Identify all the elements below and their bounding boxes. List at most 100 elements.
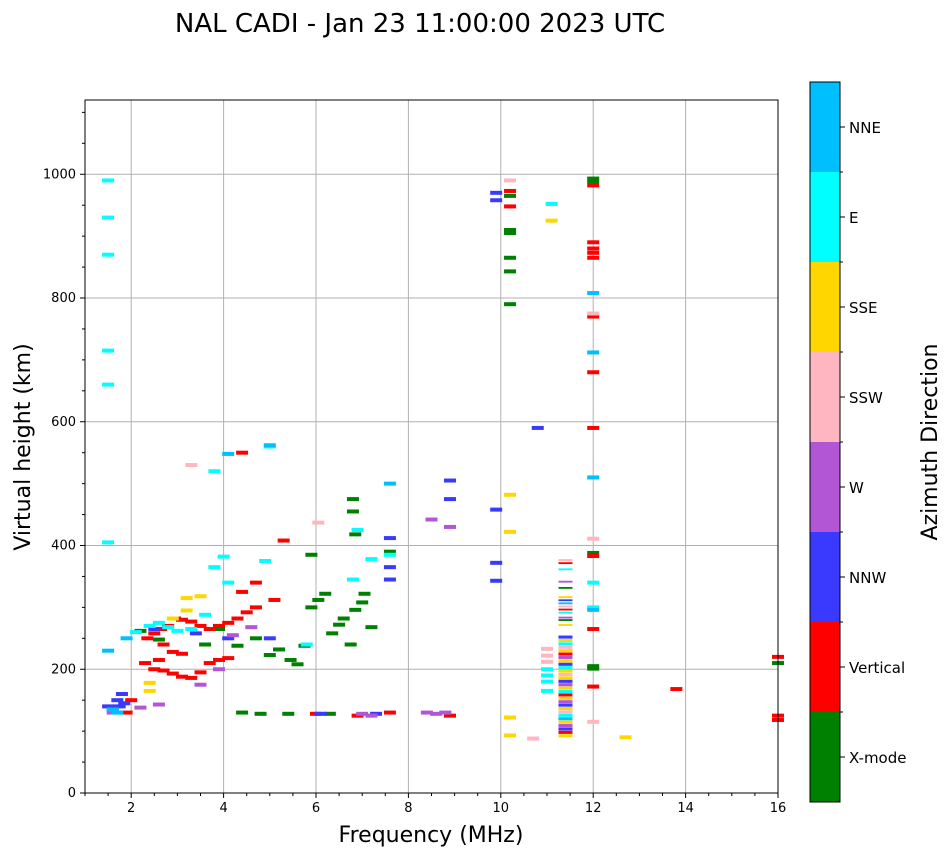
echo-point	[587, 475, 600, 480]
band-segment	[558, 611, 573, 614]
echo-point	[152, 702, 165, 707]
echo-point	[212, 657, 225, 662]
colorbar-label: Azimuth Direction	[918, 343, 943, 540]
echo-point	[504, 269, 517, 274]
chart-title: NAL CADI - Jan 23 11:00:00 2023 UTC	[175, 9, 665, 39]
echo-point	[305, 552, 318, 557]
echo-point	[152, 620, 165, 625]
y-tick-label: 200	[51, 662, 76, 677]
band-segment	[558, 649, 573, 653]
echo-point	[143, 680, 156, 685]
band-segment	[558, 734, 573, 738]
echo-point	[587, 684, 600, 689]
band-segment	[558, 608, 573, 611]
echo-point	[180, 608, 193, 613]
echo-point	[208, 469, 221, 474]
colorbar-tick-label: SSW	[849, 389, 883, 407]
echo-point	[231, 643, 244, 648]
echo-point	[263, 636, 276, 641]
echo-point	[587, 311, 600, 316]
echo-point	[587, 425, 600, 430]
echo-point	[587, 255, 600, 260]
echo-point	[541, 653, 553, 658]
echo-point	[504, 204, 517, 209]
echo-point	[194, 682, 207, 687]
echo-point	[490, 578, 503, 583]
echo-point	[587, 179, 600, 184]
echo-point	[291, 662, 304, 667]
colorbar-segment	[810, 532, 840, 622]
echo-point	[383, 536, 396, 541]
colorbar-segment	[810, 82, 840, 172]
echo-point	[148, 667, 161, 672]
echo-point	[222, 656, 235, 661]
echo-point	[587, 370, 600, 375]
x-tick-label: 6	[312, 801, 320, 816]
echo-point	[425, 517, 438, 522]
echo-point	[236, 589, 249, 594]
band-segment	[558, 713, 573, 717]
echo-point	[102, 178, 115, 183]
echo-point	[504, 715, 517, 720]
echo-point	[263, 653, 276, 658]
echo-point	[365, 557, 378, 562]
x-tick-label: 8	[404, 801, 412, 816]
band-segment	[558, 638, 573, 643]
echo-point	[148, 631, 161, 636]
echo-point	[490, 190, 503, 195]
echo-point	[284, 657, 297, 662]
gridlines	[85, 100, 778, 793]
echo-point	[358, 591, 371, 596]
echo-point	[199, 612, 212, 617]
echo-point	[120, 710, 133, 715]
band-segment	[558, 730, 573, 734]
echo-point	[102, 540, 115, 545]
echo-point	[249, 636, 262, 641]
echo-point	[222, 636, 235, 641]
echo-point	[152, 657, 165, 662]
echo-point	[333, 622, 346, 627]
echo-point	[203, 627, 216, 632]
echo-point	[383, 552, 396, 557]
band-segment	[558, 596, 573, 599]
band-segment	[558, 676, 573, 680]
band-segment	[558, 602, 573, 605]
echo-point	[504, 178, 517, 183]
echo-point	[185, 627, 198, 632]
echo-point	[254, 711, 267, 716]
echo-point	[171, 628, 184, 633]
colorbar-segment	[810, 172, 840, 262]
echo-point	[162, 625, 175, 630]
echo-point	[312, 520, 325, 525]
band-segment	[558, 686, 573, 690]
band-segment	[558, 679, 573, 683]
echo-point	[176, 674, 189, 679]
echo-point	[259, 558, 272, 563]
echo-point	[337, 616, 350, 621]
echo-point	[344, 642, 357, 647]
echo-point	[245, 625, 258, 630]
echo-point	[587, 607, 600, 612]
echo-point	[541, 673, 553, 678]
echo-point	[439, 710, 452, 715]
echo-point	[185, 463, 198, 468]
echo-point	[314, 711, 327, 716]
x-tick-label: 12	[585, 801, 602, 816]
echo-point	[619, 735, 632, 740]
band-segment	[558, 693, 573, 697]
band-segment	[558, 652, 573, 656]
colorbar-tick-label: SSE	[849, 299, 878, 317]
echo-point	[249, 580, 262, 585]
echo-point	[273, 647, 286, 652]
echo-point	[152, 637, 165, 642]
echo-point	[365, 625, 378, 630]
echo-point	[541, 667, 553, 672]
echo-point	[443, 713, 456, 718]
band-segment	[558, 669, 573, 673]
band-segment	[558, 703, 573, 707]
echo-point	[346, 509, 359, 514]
echo-point	[587, 314, 600, 319]
echo-point	[587, 350, 600, 355]
band-segment	[558, 710, 573, 714]
echo-point	[231, 616, 244, 621]
